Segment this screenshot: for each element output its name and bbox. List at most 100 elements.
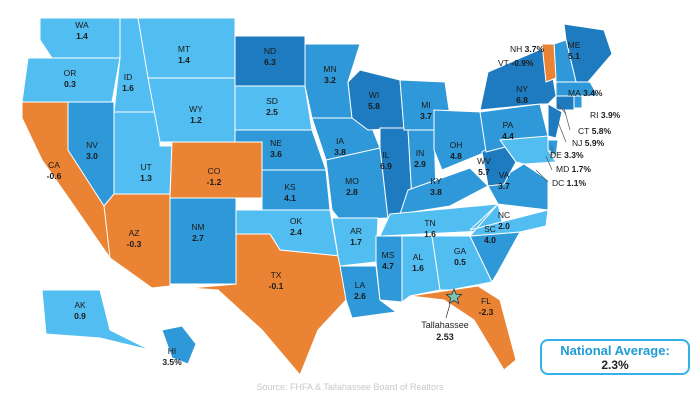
- state-abbr: IN: [415, 148, 425, 158]
- state-abbr: NH: [510, 44, 523, 54]
- state-label-mo: MO 2.8: [345, 176, 359, 198]
- state-value: 5.8%: [589, 126, 612, 136]
- state-abbr: KY: [430, 176, 442, 186]
- state-abbr: GA: [453, 246, 467, 256]
- state-label-sc: SC 4.0: [484, 224, 496, 246]
- state-label-tn: TN 1.6: [424, 218, 436, 240]
- state-value: 2.9: [414, 159, 426, 169]
- leader-line: [563, 107, 571, 131]
- state-label-nc: NC 2.0: [498, 210, 510, 232]
- city-leader-line: [445, 303, 451, 319]
- national-average-callout: National Average: 2.3%: [540, 339, 690, 375]
- state-abbr: MN: [323, 64, 337, 74]
- state-label-ne: NE 3.6: [270, 138, 282, 160]
- state-ar: [331, 217, 379, 267]
- state-label-ma: MA 3.4%: [568, 88, 603, 99]
- state-abbr: OH: [449, 140, 463, 150]
- state-label-ca: CA -0.6: [47, 160, 62, 182]
- state-value: 2.4: [290, 227, 302, 237]
- state-value: 6.3: [264, 57, 276, 67]
- state-value: -0.1: [268, 281, 284, 291]
- state-abbr: KS: [284, 182, 296, 192]
- state-label-il: IL 6.9: [380, 150, 392, 172]
- state-value: 1.7: [350, 237, 362, 247]
- state-ct: [555, 95, 575, 111]
- state-label-dc: DC 1.1%: [552, 178, 586, 189]
- state-label-ar: AR 1.7: [350, 226, 362, 248]
- state-abbr: SC: [484, 224, 496, 234]
- leader-line: [557, 121, 567, 143]
- state-hi: [161, 325, 197, 365]
- state-label-mi: MI 3.7: [420, 100, 432, 122]
- state-value: -2.3: [478, 307, 494, 317]
- state-label-wv: WV 5.7: [477, 156, 491, 178]
- state-value: 3.7: [420, 111, 432, 121]
- state-shapes: [21, 17, 613, 376]
- state-abbr: WY: [189, 104, 203, 114]
- state-value: 5.1: [568, 51, 580, 61]
- state-value: 4.0: [484, 235, 496, 245]
- state-abbr: MD: [556, 164, 570, 174]
- state-label-az: AZ -0.3: [127, 228, 142, 250]
- state-abbr: UT: [140, 162, 152, 172]
- state-abbr: IL: [382, 150, 390, 160]
- state-abbr: NY: [516, 84, 528, 94]
- state-label-wi: WI 5.8: [368, 90, 380, 112]
- state-abbr: MS: [381, 250, 395, 260]
- state-label-vt: VT -0.9%: [498, 58, 533, 69]
- state-abbr: WI: [368, 90, 380, 100]
- state-value: -0.3: [126, 239, 142, 249]
- state-abbr: RI: [590, 110, 599, 120]
- state-value: 0.5: [454, 257, 466, 267]
- state-label-sd: SD 2.5: [266, 96, 278, 118]
- national-average-value: 2.3%: [601, 358, 629, 372]
- state-value: 3.0: [86, 151, 98, 161]
- state-abbr: NJ: [572, 138, 583, 148]
- state-label-fl: FL -2.3: [479, 296, 494, 318]
- state-vt: [541, 43, 557, 83]
- state-oh: [433, 109, 487, 171]
- state-label-ms: MS 4.7: [382, 250, 395, 272]
- state-label-nv: NV 3.0: [86, 140, 98, 162]
- state-value: 3.7: [498, 181, 510, 191]
- state-abbr: NM: [191, 222, 205, 232]
- state-label-id: ID 1.6: [122, 72, 134, 94]
- state-value: 1.4: [178, 55, 190, 65]
- state-label-ok: OK 2.4: [290, 216, 302, 238]
- state-value: 1.4: [76, 31, 88, 41]
- state-abbr: AL: [412, 252, 424, 262]
- state-abbr: ME: [567, 40, 581, 50]
- state-label-oh: OH 4.8: [450, 140, 463, 162]
- state-value: 6.9: [380, 161, 392, 171]
- state-ms: [375, 235, 403, 303]
- state-label-me: ME 5.1: [568, 40, 581, 62]
- state-abbr: WA: [75, 20, 89, 30]
- state-nj: [547, 103, 563, 139]
- state-abbr: CO: [207, 166, 221, 176]
- state-value: 2.0: [498, 221, 510, 231]
- state-label-pa: PA 4.4: [502, 120, 514, 142]
- state-abbr: NC: [497, 210, 511, 220]
- state-abbr: WV: [477, 156, 491, 166]
- state-label-nd: ND 6.3: [264, 46, 276, 68]
- state-ga: [431, 235, 493, 291]
- state-label-wy: WY 1.2: [189, 104, 203, 126]
- state-ky: [399, 167, 489, 215]
- state-abbr: OK: [289, 216, 303, 226]
- state-label-ut: UT 1.3: [140, 162, 152, 184]
- state-label-de: DE 3.3%: [550, 150, 584, 161]
- state-abbr: MT: [177, 44, 191, 54]
- state-value: 4.4: [502, 131, 514, 141]
- state-label-al: AL 1.6: [412, 252, 424, 274]
- state-label-va: VA 3.7: [498, 170, 510, 192]
- state-label-la: LA 2.6: [354, 280, 366, 302]
- state-ak: [41, 289, 151, 351]
- state-value: 1.1%: [564, 178, 587, 188]
- city-value: 2.53: [436, 332, 454, 342]
- state-value: -0.6: [46, 171, 62, 181]
- state-value: 4.7: [382, 261, 394, 271]
- state-abbr: NE: [270, 138, 282, 148]
- state-value: 3.4%: [580, 88, 603, 98]
- state-tx: [189, 233, 347, 376]
- state-value: 1.3: [140, 173, 152, 183]
